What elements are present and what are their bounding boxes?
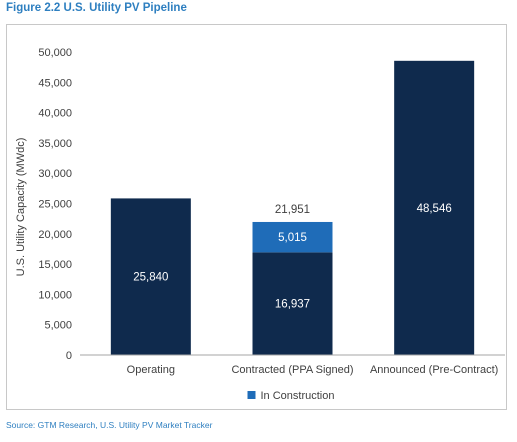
x-category-label: Operating bbox=[127, 364, 175, 376]
y-tick-label: 50,000 bbox=[38, 47, 72, 59]
x-category-label: Announced (Pre-Contract) bbox=[370, 364, 498, 376]
legend-label: In Construction bbox=[261, 390, 335, 402]
y-tick-label: 0 bbox=[66, 350, 72, 362]
y-tick-label: 30,000 bbox=[38, 168, 72, 180]
chart-frame bbox=[6, 24, 507, 410]
bar-segment bbox=[394, 60, 475, 355]
y-tick-label: 20,000 bbox=[38, 229, 72, 241]
x-category-label: Contracted (PPA Signed) bbox=[231, 364, 353, 376]
bar-data-label: 16,937 bbox=[275, 299, 310, 311]
bar-segment bbox=[252, 252, 333, 355]
bar-data-label: 48,546 bbox=[417, 203, 452, 215]
y-tick-label: 35,000 bbox=[38, 138, 72, 150]
y-tick-label: 10,000 bbox=[38, 289, 72, 301]
bar-data-label: 25,840 bbox=[133, 272, 168, 284]
y-axis-label: U.S. Utility Capacity (MWdc) bbox=[15, 138, 27, 277]
y-tick-label: 40,000 bbox=[38, 108, 72, 120]
y-tick-label: 15,000 bbox=[38, 259, 72, 271]
bar-total-label: 21,951 bbox=[275, 204, 310, 216]
y-tick-label: 45,000 bbox=[38, 77, 72, 89]
source-note: Source: GTM Research, U.S. Utility PV Ma… bbox=[6, 420, 213, 430]
bar-segment bbox=[252, 221, 333, 253]
legend-swatch bbox=[247, 391, 256, 399]
bar-segment bbox=[110, 198, 191, 355]
y-tick-label: 5,000 bbox=[44, 320, 72, 332]
figure-title: Figure 2.2 U.S. Utility PV Pipeline bbox=[6, 2, 187, 14]
y-tick-label: 25,000 bbox=[38, 199, 72, 211]
bar-data-label: 5,015 bbox=[278, 232, 307, 244]
